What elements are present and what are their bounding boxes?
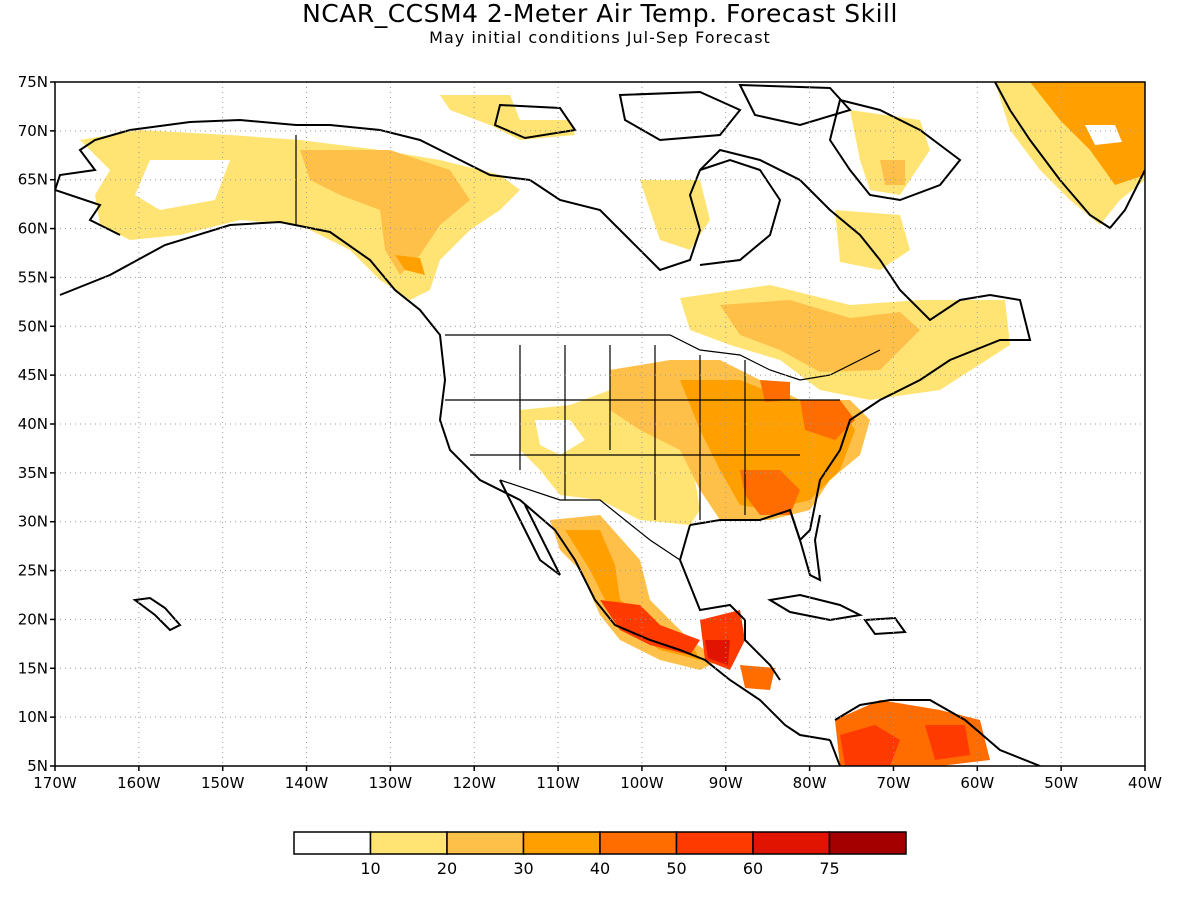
lat-tick-label: 10N [18, 708, 48, 726]
border-us-mexico [499, 479, 681, 561]
shading-baffin-20 [880, 160, 905, 185]
lon-tick-label: 160W [117, 774, 161, 792]
legend-swatch [752, 831, 831, 855]
lon-tick-label: 50W [1044, 774, 1078, 792]
coast-hispaniola [863, 616, 907, 636]
lon-tick-label: 110W [536, 774, 580, 792]
coast-arctic-isl-1 [618, 90, 742, 142]
shading-us-white-hole [535, 420, 585, 455]
shading-honduras-40 [740, 665, 775, 690]
lon-tick-label: 60W [960, 774, 994, 792]
lon-tick-label: 90W [709, 774, 743, 792]
shading-bc-30 [395, 255, 425, 275]
map-subtitle: May initial conditions Jul-Sep Forecast [429, 28, 771, 47]
lon-tick-label: 140W [285, 774, 329, 792]
shading-yukon-20 [300, 150, 470, 275]
shading-canada-east-20 [720, 300, 920, 372]
legend-label: 30 [513, 859, 533, 878]
shading-greenland-gap [1085, 125, 1122, 145]
legend-swatch [599, 831, 678, 855]
coast-alaska-north [55, 118, 297, 236]
border-us-canada [445, 334, 881, 381]
coast-florida [789, 509, 822, 582]
coast-hawaii [132, 596, 182, 632]
coast-arctic-isl-3 [493, 103, 577, 140]
coast-hudson-bay [699, 158, 782, 266]
legend-label: 60 [743, 859, 763, 878]
lat-tick-label: 30N [18, 513, 48, 531]
lat-tick-label: 70N [18, 122, 48, 140]
shading-sa-50 [840, 725, 900, 766]
legend-label: 75 [819, 859, 839, 878]
legend-swatch [446, 831, 525, 855]
coast-baja [499, 479, 561, 576]
lat-tick-label: 45N [18, 366, 48, 384]
coast-arctic-isl-2 [738, 83, 852, 127]
shading-camerica-60 [705, 640, 730, 665]
lat-tick-label: 5N [27, 757, 48, 775]
color-legend: 10 20 30 40 50 60 75 [293, 831, 907, 878]
legend-swatch [293, 831, 372, 855]
lat-tick-label: 55N [18, 268, 48, 286]
longitude-labels: 170W 160W 150W 140W 130W 120W 110W 100W 90W 80W 70… [33, 774, 1162, 792]
lon-tick-label: 170W [33, 774, 77, 792]
shading-us-ne-40 [800, 400, 855, 440]
coast-north-america [59, 220, 1041, 766]
political-borders [295, 135, 881, 561]
lon-tick-label: 120W [452, 774, 496, 792]
shading-alaska-gap [135, 160, 230, 210]
map-title: NCAR_CCSM4 2-Meter Air Temp. Forecast Sk… [302, 0, 898, 28]
legend-label: 50 [666, 859, 686, 878]
coast-cuba [767, 593, 864, 622]
lon-tick-label: 70W [877, 774, 911, 792]
lat-tick-label: 20N [18, 610, 48, 628]
lat-tick-label: 65N [18, 171, 48, 189]
shading-great-lakes-40 [760, 380, 790, 402]
latitude-labels: 75N 70N 65N 60N 55N 50N 45N 40N 35N 30N 25N 20N 15N 1… [18, 73, 48, 775]
lat-tick-label: 35N [18, 464, 48, 482]
shading-mexico-50 [600, 600, 700, 655]
coast-gulf-atlantic [296, 124, 1032, 681]
shading-mexico-30 [565, 530, 700, 660]
lon-tick-label: 150W [201, 774, 245, 792]
graticule [50, 81, 1146, 771]
plot-frame [54, 81, 1146, 767]
shading-alaska-10 [80, 130, 520, 300]
legend-swatch [369, 831, 448, 855]
lat-tick-label: 40N [18, 415, 48, 433]
legend-label: 10 [360, 859, 380, 878]
shading-labrador-10 [835, 210, 910, 270]
lat-tick-label: 75N [18, 73, 48, 91]
coast-greenland [994, 82, 1145, 230]
lon-tick-label: 80W [793, 774, 827, 792]
shading-arctic-isl-10 [440, 95, 575, 140]
legend-swatch [828, 831, 907, 855]
legend-swatch [675, 831, 754, 855]
shading-hudson-10 [640, 180, 710, 250]
lat-tick-label: 15N [18, 659, 48, 677]
lat-tick-label: 25N [18, 562, 48, 580]
shading-greenland-30 [1030, 82, 1145, 185]
shading-sa-50b [925, 725, 970, 760]
lat-tick-label: 50N [18, 317, 48, 335]
coast-baffin [828, 98, 962, 202]
legend-label: 40 [590, 859, 610, 878]
lon-tick-label: 40W [1128, 774, 1162, 792]
lon-tick-label: 130W [369, 774, 413, 792]
lon-tick-label: 100W [620, 774, 664, 792]
legend-label: 20 [437, 859, 457, 878]
coastlines [55, 82, 1145, 766]
shading-us-se-40 [740, 470, 800, 515]
lat-tick-label: 60N [18, 220, 48, 238]
legend-swatch [522, 831, 601, 855]
